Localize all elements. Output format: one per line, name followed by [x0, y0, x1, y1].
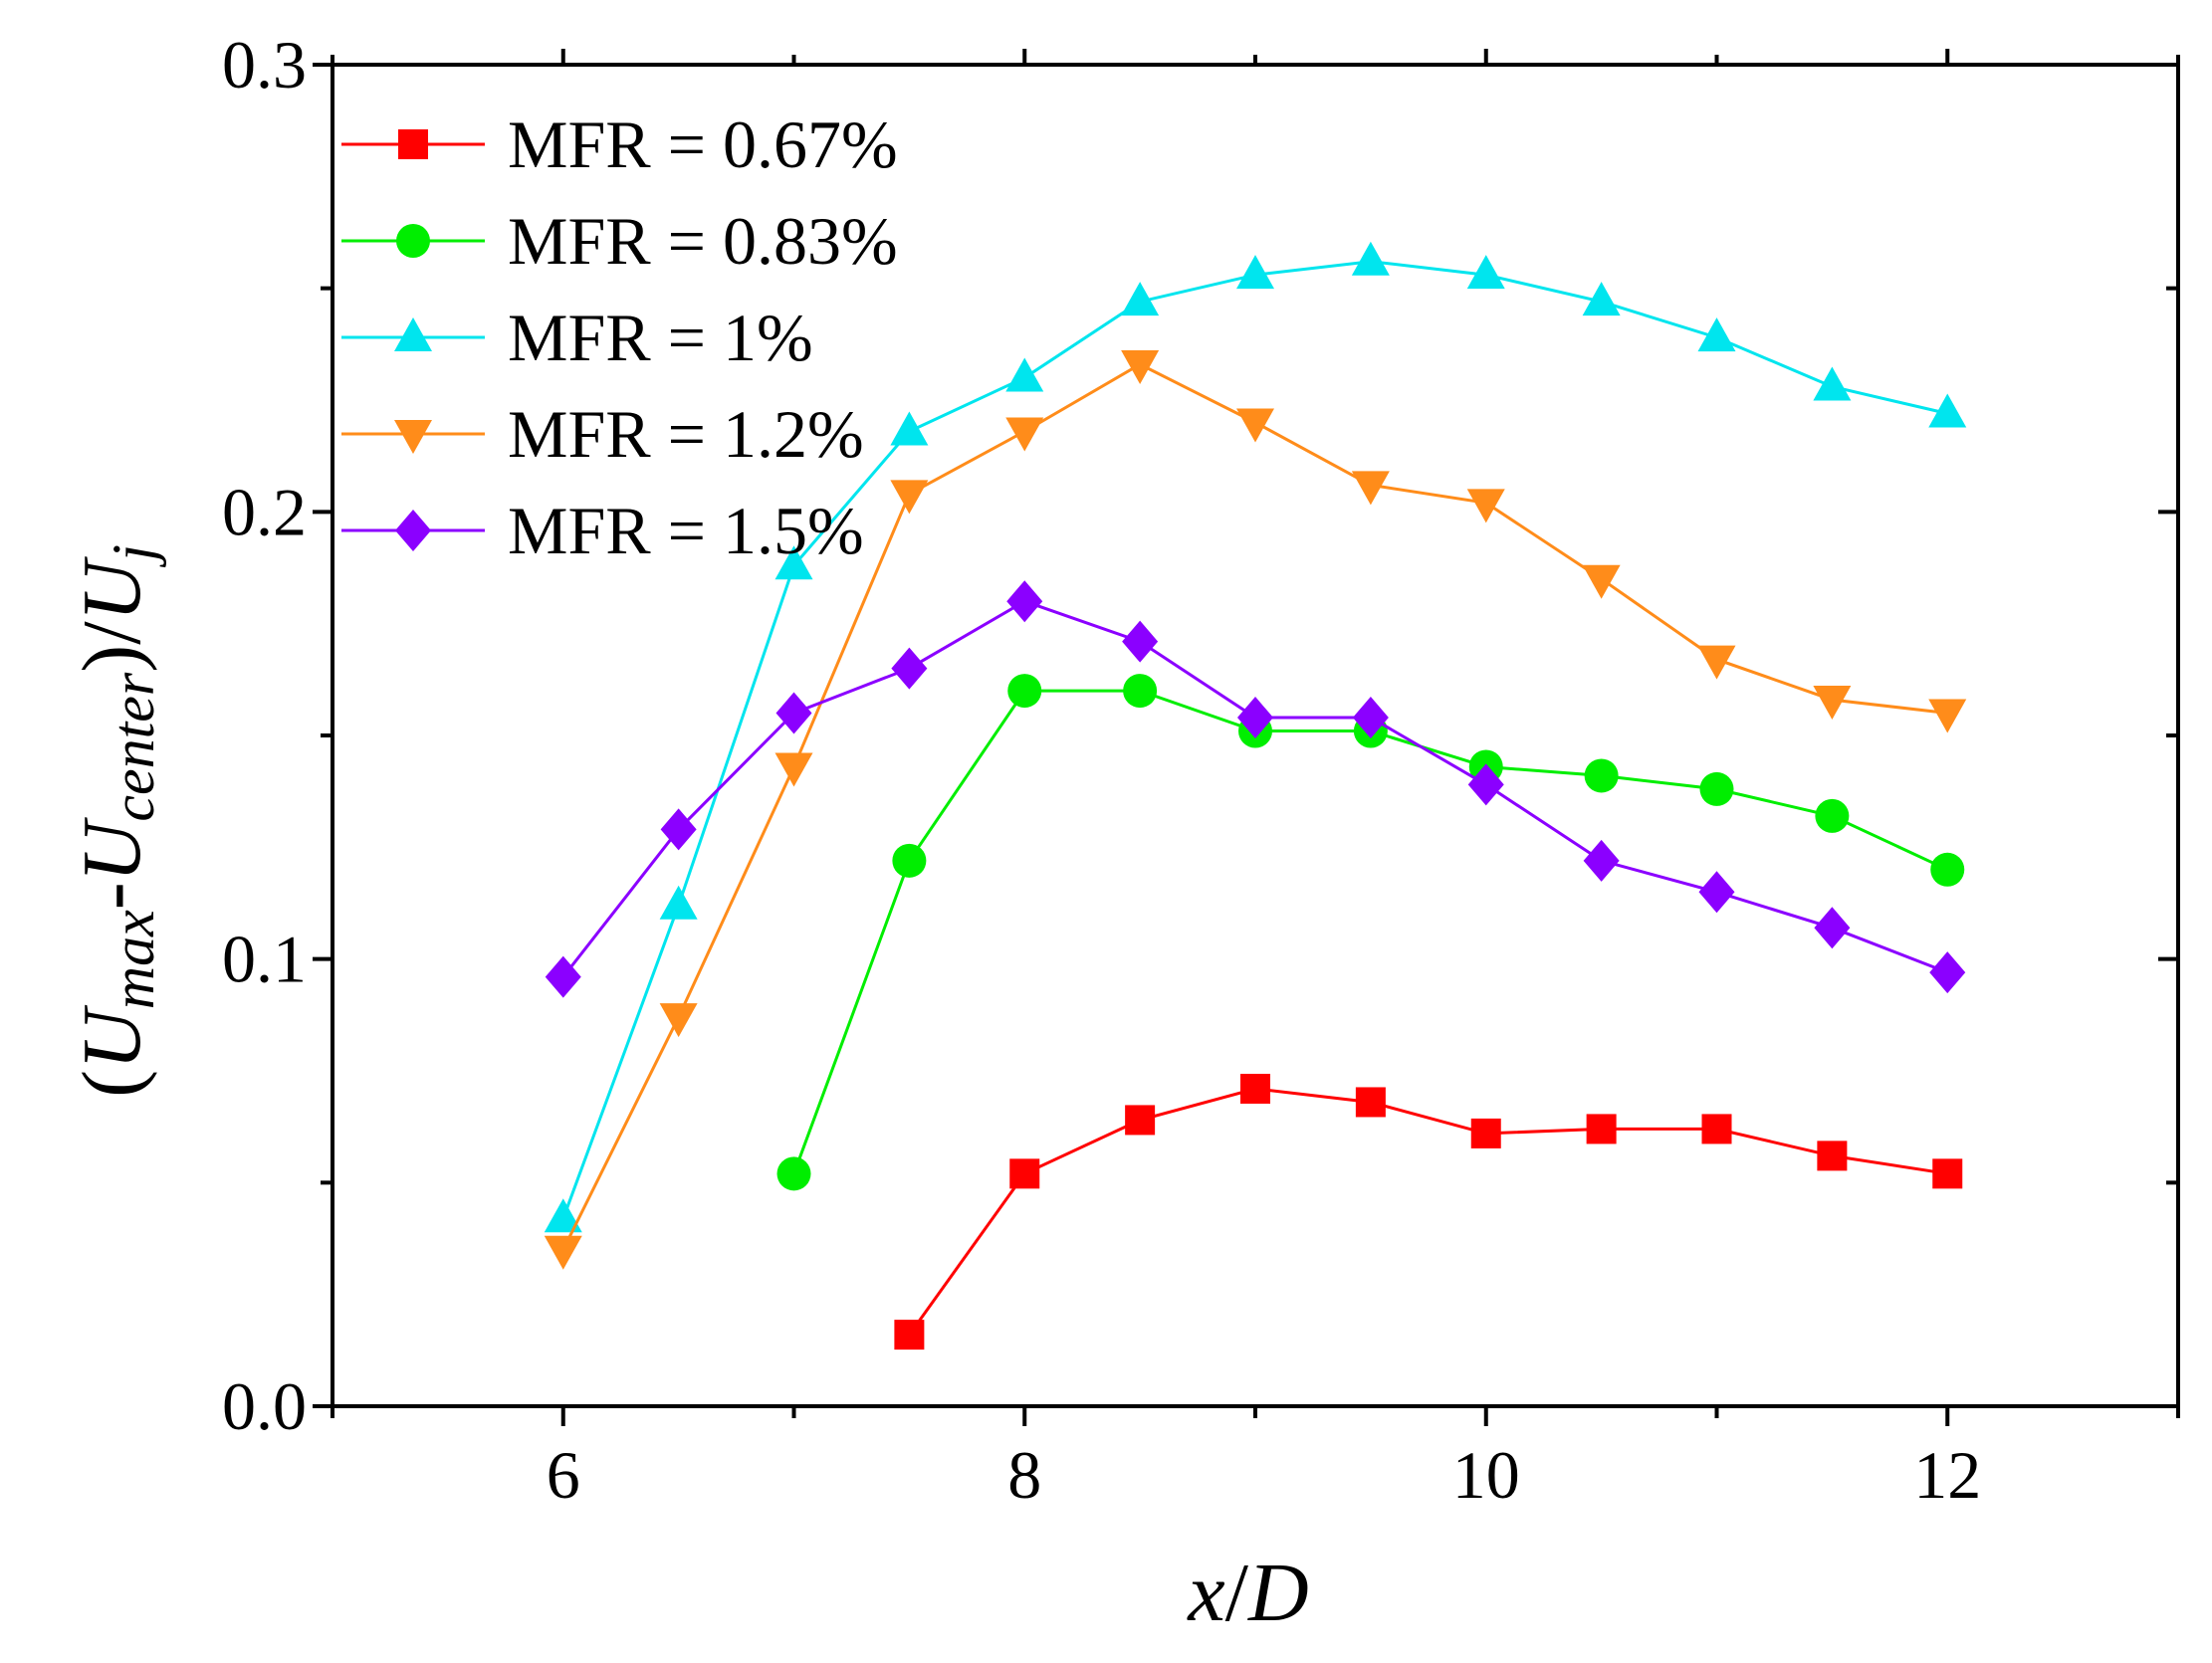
data-point — [1698, 871, 1735, 914]
data-point — [890, 480, 929, 515]
data-point — [545, 955, 581, 998]
data-point — [1236, 408, 1274, 443]
data-point — [1814, 907, 1851, 949]
data-point — [1582, 282, 1621, 316]
data-point — [1352, 697, 1389, 739]
data-point — [1237, 697, 1273, 739]
legend-item: MFR = 1.2% — [341, 396, 864, 472]
y-tick-label: 0.0 — [222, 1368, 307, 1444]
data-point — [1813, 686, 1852, 721]
legend-marker — [396, 224, 430, 258]
x-tick-label: 10 — [1452, 1437, 1520, 1513]
data-point — [1928, 393, 1967, 428]
data-point — [1583, 839, 1620, 882]
y-axis-title: (Umax-Ucenter)/Uj — [66, 544, 167, 1098]
data-point — [659, 885, 698, 920]
x-tick-label: 6 — [547, 1437, 580, 1513]
legend-marker — [398, 129, 428, 159]
data-point — [1701, 1114, 1732, 1144]
data-point — [1006, 580, 1043, 623]
data-point — [1932, 1158, 1963, 1189]
series-line — [908, 1087, 1948, 1336]
data-point — [1584, 758, 1619, 793]
legend-item: MFR = 1.5% — [341, 493, 864, 568]
series-4 — [544, 350, 1967, 1270]
legend-label: MFR = 0.67% — [508, 106, 898, 182]
legend-label: MFR = 1.5% — [508, 493, 864, 568]
legend: MFR = 0.67% MFR = 0.83% MFR = 1% MFR = 1.2%… — [341, 106, 898, 568]
data-point — [1586, 1114, 1617, 1144]
series-5 — [545, 580, 1966, 998]
data-point — [1582, 564, 1621, 599]
data-point — [1121, 282, 1160, 316]
data-point — [1697, 645, 1736, 680]
legend-item: MFR = 0.67% — [341, 106, 898, 182]
data-point — [776, 1156, 811, 1191]
x-axis-title: x/D — [1186, 1547, 1308, 1639]
data-point — [1817, 1141, 1848, 1171]
y-tick-label: 0.2 — [222, 474, 307, 549]
data-point — [774, 545, 813, 580]
data-point — [774, 752, 813, 787]
data-point — [1351, 471, 1390, 506]
series-3 — [544, 241, 1967, 1233]
data-point — [775, 692, 812, 734]
data-point — [1351, 241, 1390, 276]
data-point — [890, 411, 929, 446]
data-point — [1123, 674, 1158, 709]
data-point — [1699, 771, 1734, 806]
legend-label: MFR = 0.83% — [508, 203, 898, 279]
x-tick-label: 12 — [1913, 1437, 1981, 1513]
data-point — [1930, 852, 1965, 887]
legend-label: MFR = 1% — [508, 300, 813, 375]
data-point — [1466, 489, 1505, 523]
data-point — [1815, 798, 1850, 833]
data-point — [1466, 255, 1505, 290]
y-tick-label: 0.3 — [222, 27, 307, 103]
data-point — [1697, 317, 1736, 352]
series-1 — [894, 1073, 1963, 1351]
legend-item: MFR = 1% — [341, 300, 813, 375]
data-point — [1470, 1118, 1501, 1148]
data-point — [1355, 1087, 1386, 1118]
legend-label: MFR = 1.2% — [508, 396, 864, 472]
legend-item: MFR = 0.83% — [341, 203, 898, 279]
data-point — [1467, 763, 1504, 806]
data-point — [1005, 417, 1044, 452]
data-point — [659, 1003, 698, 1038]
data-point — [544, 1198, 582, 1233]
data-point — [1240, 1073, 1270, 1104]
legend-marker — [395, 510, 431, 551]
legend-marker — [394, 420, 432, 454]
data-point — [660, 808, 697, 851]
data-point — [544, 1235, 582, 1270]
series-layer — [544, 241, 1967, 1351]
data-point — [1005, 357, 1044, 392]
data-point — [1009, 1158, 1040, 1189]
data-point — [891, 647, 928, 690]
data-point — [1929, 951, 1966, 994]
axes-layer: 6 8 10 12 0.0 0.1 0.2 0.3 — [222, 27, 2180, 1513]
data-point — [1125, 1105, 1156, 1136]
data-point — [894, 1320, 925, 1351]
data-point — [1121, 350, 1160, 385]
data-point — [1928, 699, 1967, 733]
data-point — [892, 843, 927, 878]
legend-marker — [394, 317, 432, 351]
data-point — [1122, 620, 1159, 663]
y-tick-label: 0.1 — [222, 922, 307, 997]
data-point — [1007, 674, 1042, 709]
x-tick-label: 8 — [1007, 1437, 1041, 1513]
data-point — [1813, 366, 1852, 401]
data-point — [1236, 255, 1274, 290]
